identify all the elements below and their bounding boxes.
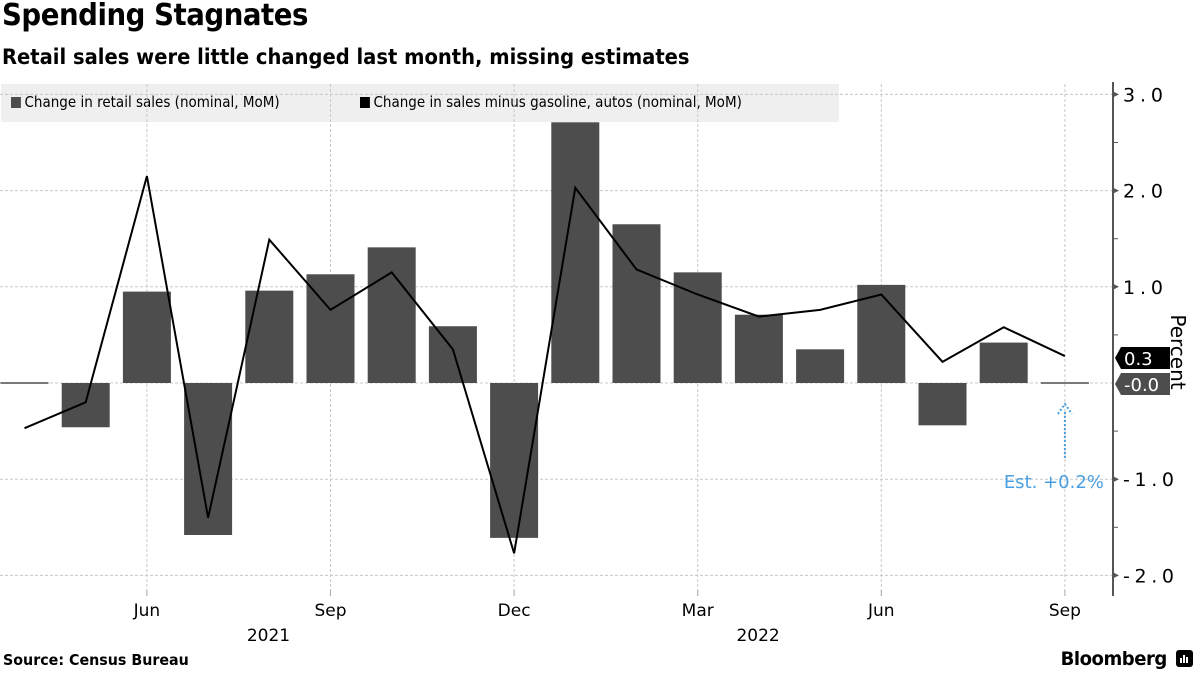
x-year-label: 2022 — [736, 626, 779, 646]
y-tick-mark — [1113, 283, 1119, 290]
bar — [184, 383, 233, 535]
bar — [796, 349, 845, 383]
bar — [428, 326, 477, 383]
last-value-tag-bars — [1115, 373, 1170, 395]
legend-swatch-bars — [11, 97, 21, 108]
y-tick-mark — [1113, 187, 1119, 194]
bar — [245, 290, 294, 383]
bar — [551, 122, 600, 383]
y-tick-label: -2.0 — [1123, 565, 1174, 587]
legend: Change in retail sales (nominal, MoM) Ch… — [1, 84, 839, 122]
y-tick-mark — [1113, 476, 1119, 483]
y-tick-mark — [1113, 91, 1119, 98]
bloomberg-logo: Bloomberg — [1060, 648, 1168, 670]
x-tick-label: Sep — [314, 601, 346, 621]
chart-title: Spending Stagnates — [2, 0, 309, 33]
estimate-arrow-head — [1057, 402, 1073, 415]
y-tick-label: -1.0 — [1123, 469, 1174, 491]
legend-swatch-line — [360, 97, 370, 108]
x-tick-label: Sep — [1049, 601, 1081, 621]
last-value-tag-line — [1115, 347, 1170, 369]
x-year-label: 2021 — [247, 626, 290, 646]
estimate-label: Est. +0.2% — [1004, 472, 1104, 493]
bar — [122, 291, 171, 383]
x-axis: Jun Sep Dec Mar Jun Sep 2021 2022 — [133, 590, 1081, 646]
bar — [857, 284, 906, 383]
bar — [612, 224, 661, 383]
bar — [734, 314, 783, 383]
bar — [918, 383, 967, 426]
y-axis-label: Percent — [1166, 314, 1190, 390]
x-tick-label: Dec — [498, 601, 531, 621]
legend-label: Change in sales minus gasoline, autos (n… — [373, 93, 742, 111]
line-path — [24, 175, 1066, 554]
line-series — [24, 175, 1066, 554]
bar — [367, 247, 416, 383]
x-tick-label: Jun — [133, 601, 161, 621]
legend-label: Change in retail sales (nominal, MoM) — [24, 93, 280, 111]
bloomberg-terminal-icon — [1176, 650, 1193, 667]
annotations: Est. +0.2% — [1004, 402, 1104, 493]
y-tick-mark — [1113, 572, 1119, 579]
y-tick-label: 2.0 — [1123, 181, 1163, 203]
source-note: Source: Census Bureau — [3, 651, 189, 669]
x-tick-label: Jun — [867, 601, 895, 621]
y-tick-label: 3.0 — [1123, 84, 1163, 106]
y-axis: 3.0 2.0 1.0 -1.0 -2.0 0.3 -0.0 — [1112, 82, 1174, 596]
last-value-label-line: 0.3 — [1124, 349, 1153, 370]
y-tick-label: 1.0 — [1123, 277, 1163, 299]
legend-item-retail-sales[interactable]: Change in retail sales (nominal, MoM) — [11, 93, 280, 111]
bar — [490, 383, 539, 538]
x-tick-label: Mar — [682, 601, 714, 621]
bar — [673, 272, 722, 383]
last-value-label-bars: -0.0 — [1124, 375, 1159, 396]
bar — [979, 342, 1028, 383]
bars-series — [0, 122, 1089, 538]
chart-subtitle: Retail sales were little changed last mo… — [2, 45, 690, 69]
bar — [61, 383, 110, 428]
legend-item-core-sales[interactable]: Change in sales minus gasoline, autos (n… — [360, 93, 742, 111]
